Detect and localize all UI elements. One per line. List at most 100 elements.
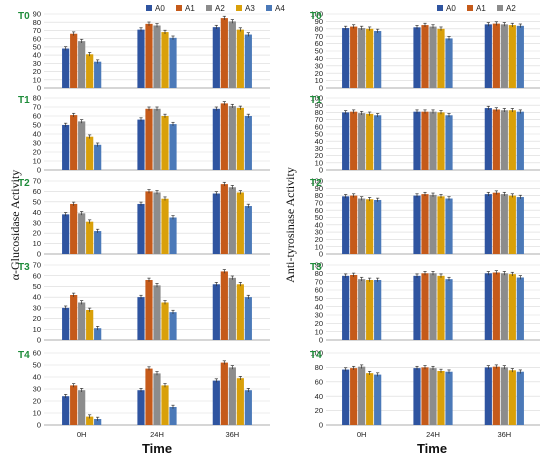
glucosidase-bar-T2-A0 (137, 203, 145, 254)
tyrosinase-ytick-label: 10 (315, 158, 323, 167)
tyrosinase-bar-T1-A0 (413, 111, 421, 170)
glucosidase-bar-T2-A1 (145, 191, 153, 254)
tyrosinase-bar-T4-A1 (492, 366, 500, 425)
tyrosinase-ytick-label: 0 (319, 166, 323, 175)
tyrosinase-bar-T3-A0 (342, 275, 350, 340)
glucosidase-bar-T0-A3 (236, 29, 244, 88)
glucosidase-bar-T2-A3 (86, 221, 94, 254)
glucosidase-ytick-label: 70 (33, 177, 41, 186)
tyrosinase-bar-T2-A1 (350, 195, 358, 254)
glucosidase-bar-T1-A1 (70, 115, 78, 170)
tyrosinase-bar-T3-A0 (484, 273, 492, 340)
tyrosinase-ytick-label: 100 (310, 94, 323, 103)
glucosidase-ytick-label: 20 (33, 397, 41, 406)
tyrosinase-bar-T4-A2 (429, 368, 437, 425)
glucosidase-bar-T2-A3 (236, 192, 244, 254)
tyrosinase-ytick-label: 100 (310, 349, 323, 358)
tyrosinase-xtick-label: 24H (426, 430, 440, 439)
glucosidase-bar-T4-A1 (70, 385, 78, 425)
glucosidase-legend-swatch-A2 (206, 5, 212, 11)
glucosidase-bar-T3-A0 (212, 284, 220, 340)
tyrosinase-bar-T2-A4 (374, 199, 382, 254)
glucosidase-ytick-label: 10 (33, 157, 41, 166)
tyrosinase-bar-T4-A4 (374, 374, 382, 425)
tyrosinase-ytick-label: 80 (315, 108, 323, 117)
tyrosinase-legend-label-A0: A0 (446, 4, 456, 13)
glucosidase-ytick-label: 10 (33, 75, 41, 84)
tyrosinase-ytick-label: 30 (315, 228, 323, 237)
glucosidase-ytick-label: 40 (33, 373, 41, 382)
tyrosinase-bar-T1-A0 (342, 112, 350, 170)
glucosidase-ytick-label: 0 (37, 421, 41, 430)
glucosidase-bar-T1-A1 (145, 108, 153, 170)
tyrosinase-bar-T0-A1 (492, 23, 500, 88)
tyrosinase-ytick-label: 30 (315, 311, 323, 320)
glucosidase-bar-T2-A1 (220, 184, 228, 254)
tyrosinase-bar-T0-A4 (445, 38, 453, 88)
glucosidase-bar-T3-A4 (94, 328, 102, 340)
tyrosinase-legend-label-A2: A2 (506, 4, 516, 13)
tyrosinase-bar-T2-A3 (508, 195, 516, 254)
tyrosinase-ytick-label: 80 (315, 363, 323, 372)
tyrosinase-ytick-label: 40 (315, 302, 323, 311)
glucosidase-bar-T4-A2 (78, 390, 86, 425)
tyrosinase-ytick-label: 60 (315, 39, 323, 48)
tyrosinase-bar-T4-A0 (342, 369, 350, 425)
tyrosinase-bar-T2-A1 (492, 192, 500, 254)
tyrosinase-bar-T4-A4 (445, 371, 453, 425)
tyrosinase-bar-T2-A0 (484, 194, 492, 254)
glucosidase-ytick-label: 60 (33, 349, 41, 358)
tyrosinase-bar-T0-A0 (342, 28, 350, 89)
tyrosinase-bar-T1-A3 (508, 110, 516, 170)
tyrosinase-ytick-label: 100 (310, 177, 323, 186)
tyrosinase-bar-T4-A3 (508, 370, 516, 425)
glucosidase-ytick-label: 40 (33, 293, 41, 302)
glucosidase-bar-T4-A2 (228, 367, 236, 425)
tyrosinase-bar-T1-A2 (429, 111, 437, 170)
tyrosinase-bar-T0-A1 (350, 26, 358, 88)
tyrosinase-ytick-label: 70 (315, 32, 323, 41)
glucosidase-panel-label: T2 (18, 178, 30, 189)
glucosidase-bar-T1-A0 (137, 119, 145, 170)
glucosidase-bar-T4-A0 (212, 380, 220, 425)
tyrosinase-ytick-label: 10 (315, 327, 323, 336)
glucosidase-bar-T4-A0 (137, 390, 145, 425)
tyrosinase-legend-swatch-A0 (437, 5, 443, 11)
glucosidase-ytick-label: 60 (33, 187, 41, 196)
tyrosinase-bar-T1-A0 (484, 108, 492, 170)
glucosidase-bar-T2-A4 (169, 217, 177, 254)
glucosidase-ytick-label: 20 (33, 229, 41, 238)
glucosidase-ytick-label: 30 (33, 385, 41, 394)
tyrosinase-ytick-label: 40 (315, 137, 323, 146)
glucosidase-panel-label: T1 (18, 95, 30, 106)
glucosidase-bar-T2-A4 (94, 231, 102, 254)
tyrosinase-ytick-label: 20 (315, 235, 323, 244)
glucosidase-legend-swatch-A3 (236, 5, 242, 11)
tyrosinase-bar-T0-A2 (500, 24, 508, 88)
glucosidase-bar-T3-A4 (244, 297, 252, 340)
tyrosinase-chart: A0 A1 A20102030405060708090100T00102030405… (283, 4, 540, 456)
tyrosinase-legend-swatch-A2 (497, 5, 503, 11)
tyrosinase-ytick-label: 60 (315, 286, 323, 295)
glucosidase-bar-T4-A0 (62, 396, 70, 425)
glucosidase-ytick-label: 0 (37, 250, 41, 259)
tyrosinase-bar-T4-A0 (484, 367, 492, 425)
tyrosinase-panel-label: T2 (310, 178, 322, 189)
tyrosinase-ytick-label: 0 (319, 250, 323, 259)
tyrosinase-ytick-label: 0 (319, 421, 323, 430)
glucosidase-bar-T3-A3 (86, 310, 94, 340)
tyrosinase-ytick-label: 20 (315, 319, 323, 328)
glucosidase-panel-label: T0 (18, 11, 30, 22)
glucosidase-ytick-label: 70 (33, 26, 41, 35)
glucosidase-bar-T0-A4 (244, 34, 252, 88)
tyrosinase-panel-label: T3 (310, 262, 322, 273)
glucosidase-ytick-label: 30 (33, 139, 41, 148)
tyrosinase-bar-T3-A2 (500, 273, 508, 340)
glucosidase-bar-T3-A2 (228, 277, 236, 340)
tyrosinase-bar-T2-A0 (413, 195, 421, 254)
glucosidase-ytick-label: 10 (33, 239, 41, 248)
glucosidase-bar-T1-A3 (86, 136, 94, 170)
tyrosinase-bar-T0-A3 (508, 25, 516, 89)
glucosidase-bar-T4-A3 (161, 385, 169, 425)
